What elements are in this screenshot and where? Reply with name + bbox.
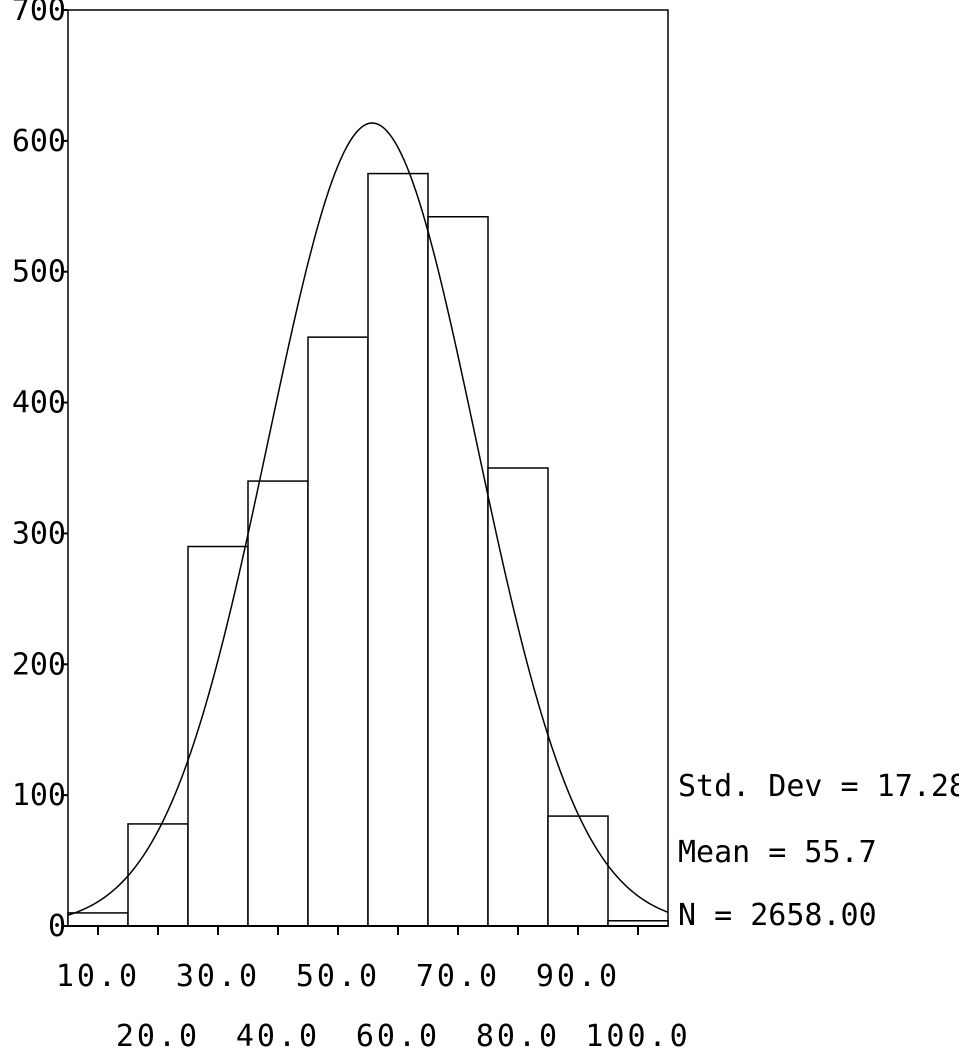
mean-label: Mean = 55.7 [678,835,877,870]
x-tick-label: 100.0 [585,1019,690,1054]
histogram-bar-20-0 [127,823,189,927]
statistics-box: Std. Dev = 17.28 Mean = 55.7 N = 2658.00 [678,769,959,933]
y-tick-label: 400 [12,386,66,421]
histogram-bar-50-0 [307,336,369,927]
x-axis: 10.0 30.0 50.0 70.0 90.0 20.0 40.0 60.0 80.0 100.… [56,926,690,1054]
y-tick-label: 200 [12,647,66,682]
y-tick-label: 500 [12,255,66,290]
n-label: N = 2658.00 [678,898,877,933]
y-tick-label: 300 [12,516,66,551]
x-tick-label: 10.0 [56,959,140,994]
x-tick-label: 80.0 [476,1019,560,1054]
x-tick-label: 60.0 [356,1019,440,1054]
std-dev-label: Std. Dev = 17.28 [678,769,959,804]
y-tick-label: 700 [12,0,66,28]
x-tick-label: 30.0 [176,959,260,994]
normal-curve [67,122,669,916]
histogram-bar-40-0 [247,480,309,927]
x-tick-label: 20.0 [116,1019,200,1054]
x-tick-label: 70.0 [416,959,500,994]
x-tick-label: 90.0 [536,959,620,994]
histogram-bar-90-0 [547,815,609,927]
histogram-bar-70-0 [427,216,489,927]
histogram-bar-10-0 [67,912,129,927]
y-axis: 0 100 200 300 400 500 600 700 [12,0,68,944]
x-tick-label: 50.0 [296,959,380,994]
y-tick-label: 0 [48,909,66,944]
y-tick-label: 100 [12,778,66,813]
histogram-bar-30-0 [187,545,249,927]
x-tick-label: 40.0 [236,1019,320,1054]
y-tick-label: 600 [12,124,66,159]
histogram-bar-60-0 [367,172,429,927]
